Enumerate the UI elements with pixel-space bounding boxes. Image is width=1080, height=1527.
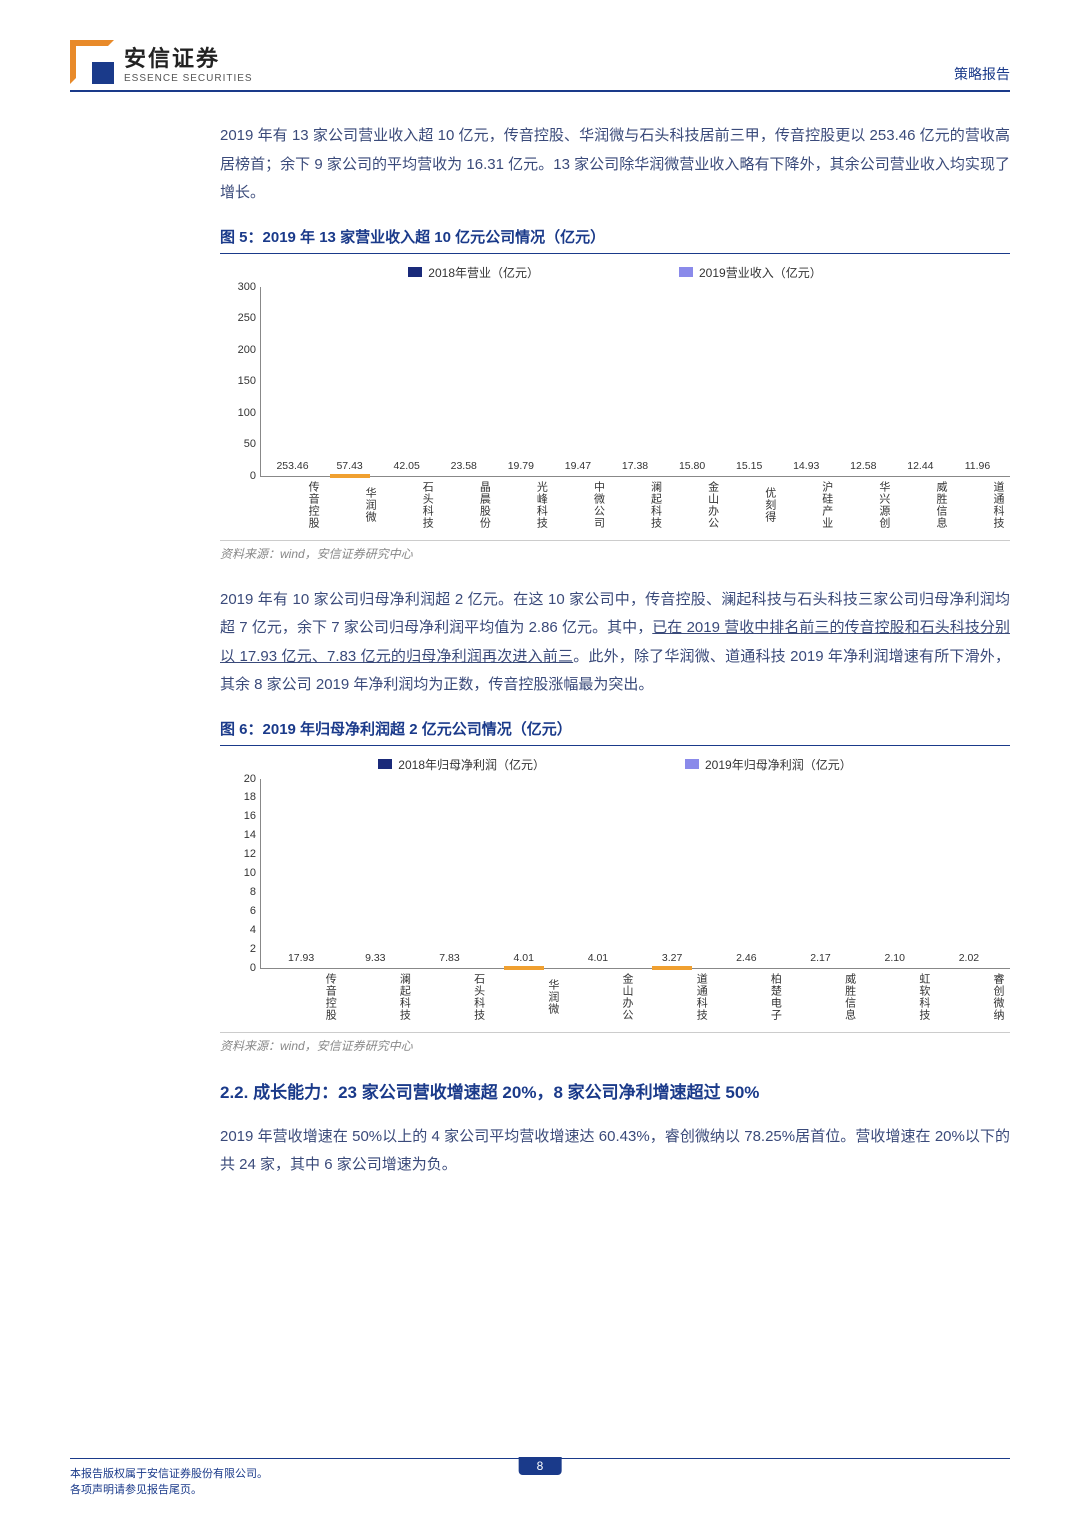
x-axis-label: 石头科技 [378,481,435,529]
x-axis-label: 华润微 [487,973,561,1021]
x-axis-label: 优刻得 [721,481,778,529]
chart5: 2018年营业（亿元） 2019营业收入（亿元） 050100150200250… [220,264,1010,534]
x-axis-label: 金山办公 [664,481,721,529]
x-axis-label: 金山办公 [561,973,635,1021]
chart5-source: 资料来源：wind，安信证券研究中心 [220,540,1010,562]
x-axis-label: 中微公司 [549,481,606,529]
x-axis-label: 威胜信息 [892,481,949,529]
logo: 安信证券 ESSENCE SECURITIES [70,40,253,84]
legend-label: 2019营业收入（亿元） [699,264,822,281]
chart6-source: 资料来源：wind，安信证券研究中心 [220,1032,1010,1054]
x-axis-label: 沪硅产业 [778,481,835,529]
chart6: 2018年归母净利润（亿元） 2019年归母净利润（亿元） 0246810121… [220,756,1010,1026]
x-axis-label: 道通科技 [635,973,709,1021]
x-axis-label: 睿创微纳 [932,973,1006,1021]
x-axis-label: 传音控股 [264,973,338,1021]
paragraph-3: 2019 年营收增速在 50%以上的 4 家公司平均营收增速达 60.43%，睿… [220,1123,1010,1180]
x-axis-label: 传音控股 [264,481,321,529]
legend-label: 2019年归母净利润（亿元） [705,756,852,773]
legend-label: 2018年营业（亿元） [428,264,539,281]
logo-icon [70,40,114,84]
chart5-legend: 2018年营业（亿元） 2019营业收入（亿元） [220,264,1010,281]
x-axis-label: 华润微 [321,481,378,529]
x-axis-label: 道通科技 [949,481,1006,529]
x-axis-label: 威胜信息 [783,973,857,1021]
legend-label: 2018年归母净利润（亿元） [398,756,545,773]
x-axis-label: 石头科技 [412,973,486,1021]
chart5-title: 图 5：2019 年 13 家营业收入超 10 亿元公司情况（亿元） [220,226,1010,254]
page-footer: 本报告版权属于安信证券股份有限公司。 各项声明请参见报告尾页。 8 [70,1458,1010,1497]
page-number: 8 [519,1457,562,1475]
footer-line2: 各项声明请参见报告尾页。 [70,1481,268,1497]
x-axis-label: 光峰科技 [492,481,549,529]
x-axis-label: 虹软科技 [858,973,932,1021]
x-axis-label: 柏楚电子 [709,973,783,1021]
doc-type: 策略报告 [954,64,1010,84]
paragraph-1: 2019 年有 13 家公司营业收入超 10 亿元，传音控股、华润微与石头科技居… [220,122,1010,208]
footer-line1: 本报告版权属于安信证券股份有限公司。 [70,1465,268,1481]
chart6-legend: 2018年归母净利润（亿元） 2019年归母净利润（亿元） [220,756,1010,773]
page-header: 安信证券 ESSENCE SECURITIES 策略报告 [70,40,1010,92]
section-heading-2-2: 2.2. 成长能力：23 家公司营收增速超 20%，8 家公司净利增速超过 50… [220,1078,1010,1103]
paragraph-2: 2019 年有 10 家公司归母净利润超 2 亿元。在这 10 家公司中，传音控… [220,586,1010,700]
chart6-title: 图 6：2019 年归母净利润超 2 亿元公司情况（亿元） [220,718,1010,746]
x-axis-label: 澜起科技 [606,481,663,529]
logo-text-cn: 安信证券 [124,41,253,73]
x-axis-label: 澜起科技 [338,973,412,1021]
logo-text-en: ESSENCE SECURITIES [124,73,253,84]
x-axis-label: 华兴源创 [835,481,892,529]
x-axis-label: 晶晨股份 [435,481,492,529]
